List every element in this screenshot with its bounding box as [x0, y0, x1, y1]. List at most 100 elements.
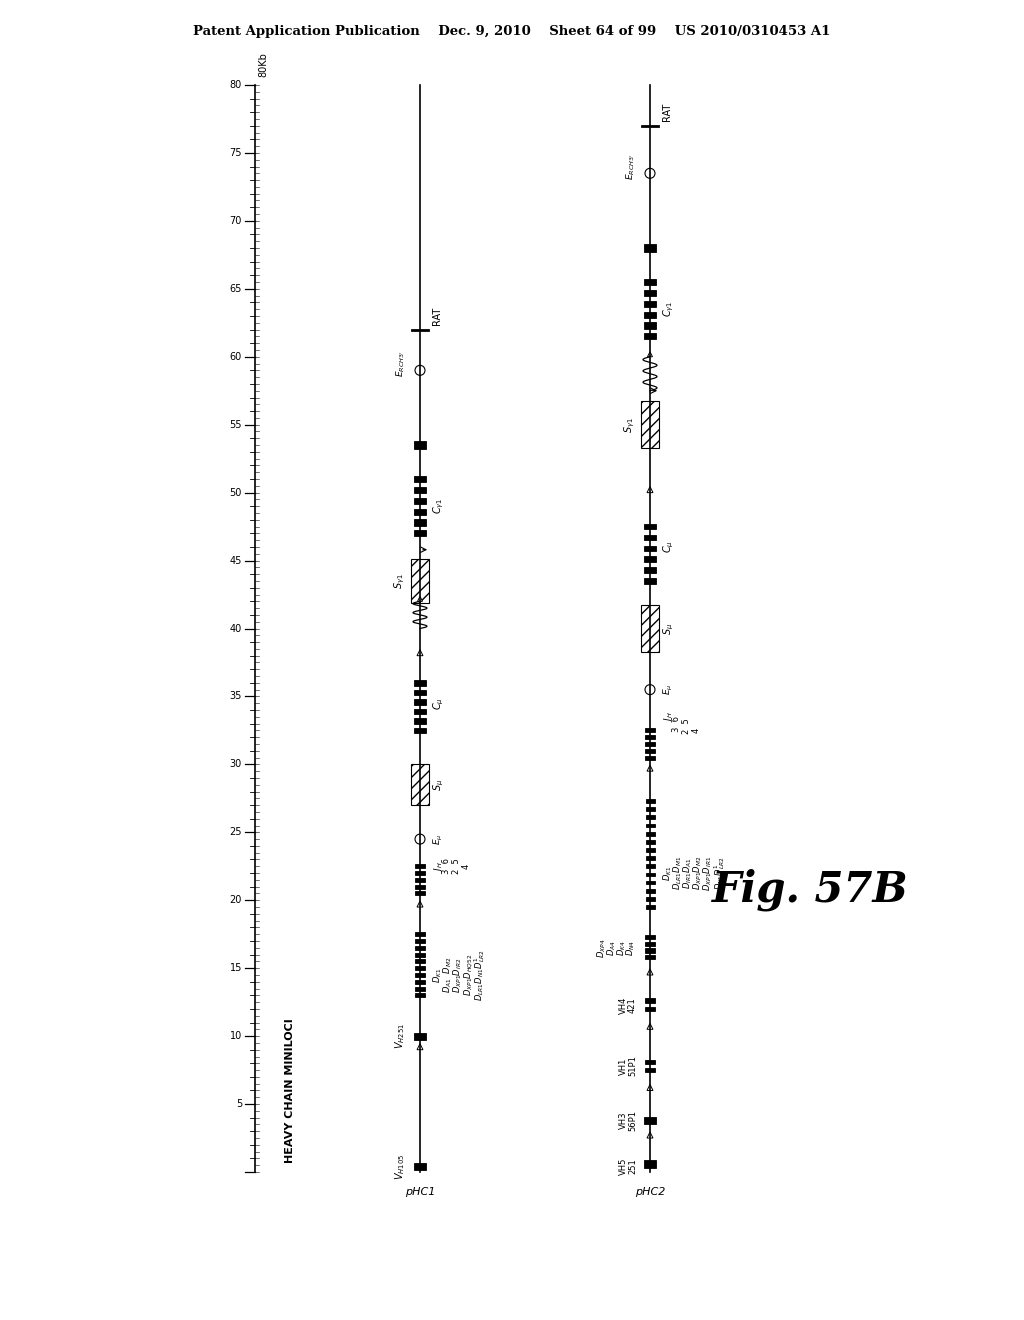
Bar: [415, 953, 425, 957]
Bar: [415, 979, 425, 983]
Text: $D_{LR1}D_{N1}D_{LR2}^1$: $D_{LR1}D_{N1}D_{LR2}^1$: [472, 949, 486, 1001]
Text: 3  6: 3 6: [672, 715, 681, 731]
Bar: [645, 1060, 655, 1064]
Text: 80: 80: [229, 81, 242, 90]
Text: 55: 55: [229, 420, 242, 430]
Text: $D_{IR1}D_{A1}$: $D_{IR1}D_{A1}$: [682, 857, 694, 888]
Bar: [644, 334, 656, 339]
Bar: [645, 755, 655, 759]
Polygon shape: [647, 1085, 653, 1090]
Bar: [411, 764, 429, 805]
Text: $D_{N1}D_{LR2}^1$: $D_{N1}D_{LR2}^1$: [712, 857, 727, 890]
Bar: [414, 700, 426, 705]
Text: $C_{\mu}$: $C_{\mu}$: [662, 541, 677, 553]
Text: $D_{XP4}$: $D_{XP4}$: [596, 939, 608, 957]
Bar: [415, 884, 425, 888]
Bar: [645, 857, 654, 861]
Text: $D_{A4}$: $D_{A4}$: [605, 940, 618, 956]
Text: 3  6: 3 6: [442, 858, 451, 874]
Bar: [644, 244, 656, 252]
Bar: [645, 956, 655, 960]
Text: $V_{H105}$: $V_{H105}$: [393, 1154, 407, 1180]
Bar: [415, 973, 425, 977]
Text: $D_{K1}$: $D_{K1}$: [662, 866, 675, 880]
Bar: [414, 520, 426, 525]
Text: 56P1: 56P1: [628, 1110, 637, 1131]
Text: $S_{\mu}$: $S_{\mu}$: [432, 779, 446, 791]
Text: VH3: VH3: [618, 1111, 628, 1129]
Bar: [644, 322, 656, 329]
Text: $D_{A1}$  $D_{M2}$: $D_{A1}$ $D_{M2}$: [442, 957, 455, 993]
Text: $E_{RCH3'}$: $E_{RCH3'}$: [625, 153, 637, 180]
Bar: [644, 578, 656, 583]
Circle shape: [645, 685, 655, 694]
Bar: [414, 727, 426, 733]
Text: 5: 5: [236, 1100, 242, 1109]
Text: HEAVY CHAIN MINILOCI: HEAVY CHAIN MINILOCI: [285, 1018, 295, 1163]
Polygon shape: [647, 351, 652, 356]
Text: 40: 40: [229, 623, 242, 634]
Text: 80Kb: 80Kb: [258, 51, 268, 77]
Text: $S_{\gamma 1}$: $S_{\gamma 1}$: [623, 417, 637, 433]
Bar: [415, 960, 425, 964]
Bar: [414, 1032, 426, 1040]
Text: $E_{\mu}$: $E_{\mu}$: [432, 833, 445, 845]
Text: $J_H$: $J_H$: [432, 861, 445, 871]
Bar: [644, 290, 656, 296]
Text: 10: 10: [229, 1031, 242, 1041]
Text: 2  5: 2 5: [682, 718, 691, 734]
Text: 51P1: 51P1: [628, 1056, 637, 1076]
Text: 65: 65: [229, 284, 242, 294]
Text: $V_{H251}$: $V_{H251}$: [393, 1023, 407, 1049]
Text: $D_{XP1}D_{IR2}$: $D_{XP1}D_{IR2}$: [452, 957, 465, 993]
Bar: [414, 477, 426, 482]
Bar: [415, 986, 425, 990]
Bar: [414, 487, 426, 492]
Bar: [645, 935, 655, 939]
Bar: [415, 891, 425, 895]
Bar: [644, 312, 656, 318]
Bar: [414, 498, 426, 504]
Text: 35: 35: [229, 692, 242, 701]
Polygon shape: [417, 649, 423, 656]
Bar: [414, 709, 426, 714]
Bar: [645, 941, 655, 945]
Polygon shape: [647, 969, 653, 975]
Text: 421: 421: [628, 997, 637, 1012]
Bar: [645, 729, 655, 733]
Text: 251: 251: [628, 1159, 637, 1175]
Bar: [415, 878, 425, 882]
Bar: [414, 718, 426, 723]
Text: $C_{\gamma 1}$: $C_{\gamma 1}$: [662, 301, 677, 317]
Text: $D_{K1}$: $D_{K1}$: [432, 968, 444, 982]
Bar: [645, 840, 654, 843]
Bar: [645, 735, 655, 739]
Text: $D_{LR1}D_{M1}$: $D_{LR1}D_{M1}$: [672, 855, 684, 890]
Text: pHC2: pHC2: [635, 1187, 666, 1197]
Bar: [644, 301, 656, 306]
Text: $C_{\gamma 1}$: $C_{\gamma 1}$: [432, 498, 446, 515]
Bar: [645, 832, 654, 836]
Text: Patent Application Publication    Dec. 9, 2010    Sheet 64 of 99    US 2010/0310: Patent Application Publication Dec. 9, 2…: [194, 25, 830, 38]
Text: $E_{RCH3'}$: $E_{RCH3'}$: [394, 350, 407, 376]
Bar: [644, 1117, 656, 1125]
Text: 50: 50: [229, 487, 242, 498]
Bar: [645, 799, 654, 803]
Bar: [641, 605, 659, 652]
Text: Fig. 57B: Fig. 57B: [712, 869, 908, 911]
Text: $S_{\mu}$: $S_{\mu}$: [662, 623, 677, 635]
Bar: [645, 888, 654, 892]
Bar: [645, 1007, 655, 1011]
Text: 75: 75: [229, 148, 242, 158]
Bar: [645, 808, 654, 810]
Circle shape: [415, 366, 425, 375]
Bar: [644, 557, 656, 562]
Bar: [644, 545, 656, 550]
Bar: [414, 441, 426, 449]
Text: 2  5: 2 5: [452, 858, 461, 874]
Bar: [644, 524, 656, 529]
Bar: [414, 689, 426, 696]
Bar: [415, 945, 425, 950]
Text: 30: 30: [229, 759, 242, 770]
Text: VH1: VH1: [618, 1057, 628, 1074]
